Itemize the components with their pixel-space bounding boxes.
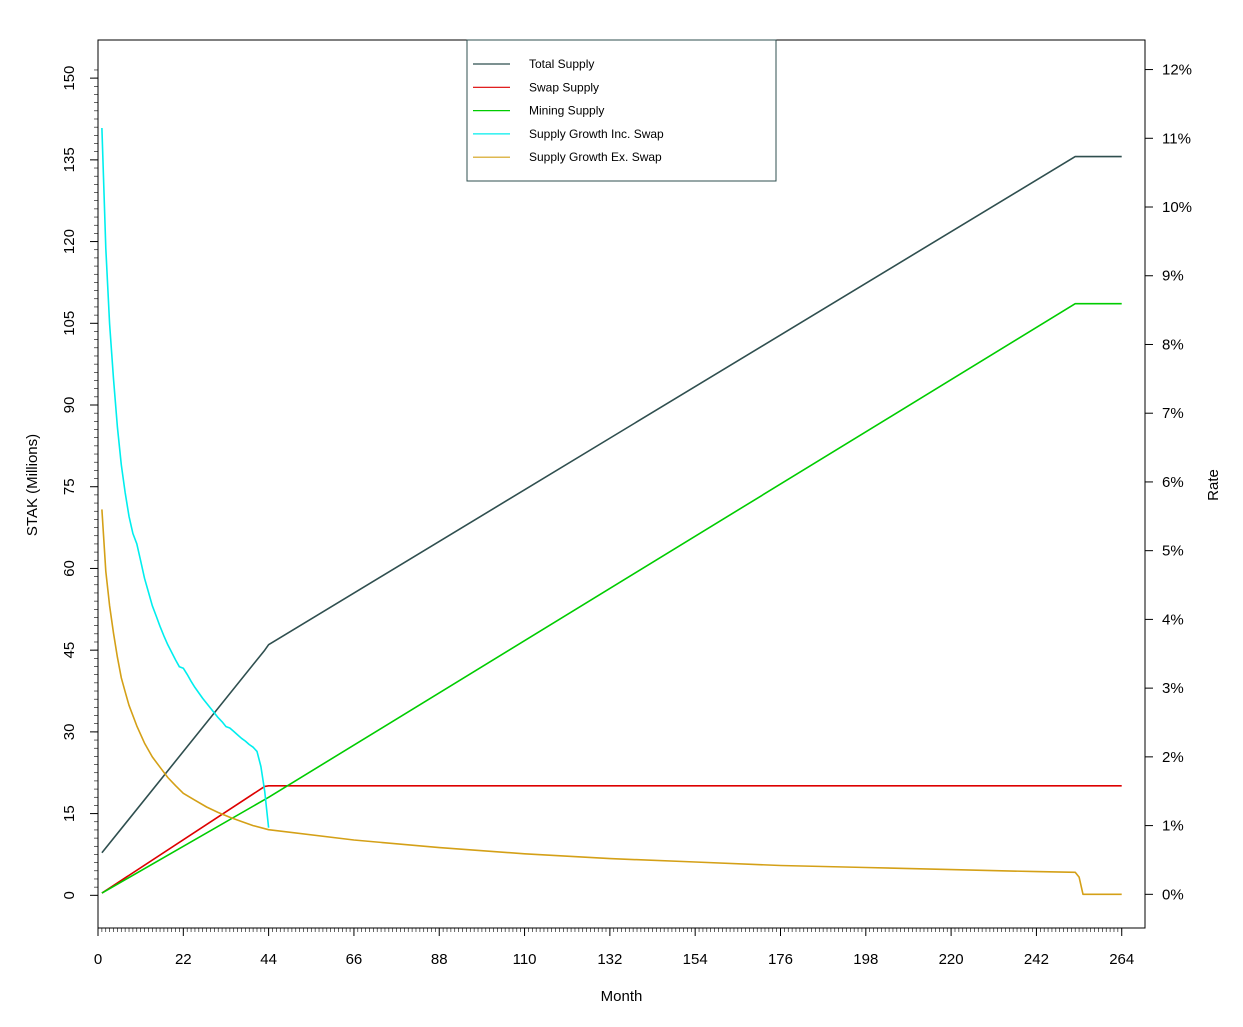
legend-label: Total Supply: [529, 57, 594, 71]
x-tick-label: 242: [1024, 951, 1049, 968]
legend-label: Swap Supply: [529, 80, 599, 94]
x-tick-label: 220: [939, 951, 964, 968]
y2-axis-title: Rate: [1205, 469, 1222, 501]
y-axis-right: 0% 1% 2% 3% 4% 5% 6% 7% 8% 9% 10% 11% 12%: [1145, 62, 1192, 903]
y-tick-label: 90: [61, 397, 78, 414]
y-tick-label: 0: [61, 891, 78, 899]
x-tick-label: 0: [94, 951, 102, 968]
x-tick-label: 176: [768, 951, 793, 968]
y2-tick-label: 3%: [1162, 680, 1184, 697]
x-tick-label: 44: [260, 951, 277, 968]
series-layer: [101, 127, 1122, 896]
x-tick-label: 88: [431, 951, 448, 968]
y2-tick-label: 7%: [1162, 405, 1184, 422]
x-tick-label: 132: [597, 951, 622, 968]
y2-tick-label: 9%: [1162, 268, 1184, 285]
x-tick-label: 66: [346, 951, 363, 968]
y-tick-label: 30: [61, 724, 78, 741]
x-axis-title: Month: [601, 988, 643, 1005]
y-tick-label: 105: [61, 311, 78, 336]
y-minor-ticks: [94, 69, 98, 896]
y2-tick-label: 2%: [1162, 749, 1184, 766]
x-tick-label: 264: [1109, 951, 1134, 968]
series-line-supply-growth-ex-swap: [101, 509, 1122, 896]
x-axis: 0 22 44 66 88 110 132 154 176 198 220 242 264: [94, 928, 1134, 968]
y-tick-label: 120: [61, 229, 78, 254]
y-tick-label: 75: [61, 478, 78, 495]
y-tick-label: 60: [61, 560, 78, 577]
series-line-supply-growth-inc-swap: [101, 127, 270, 828]
series-line-total-supply: [101, 155, 1122, 854]
x-tick-label: 154: [683, 951, 708, 968]
y-axis-left: 0 15 30 45 60 75 90 105 120 135 150: [61, 66, 98, 899]
y2-tick-label: 1%: [1162, 818, 1184, 835]
y-tick-label: 45: [61, 642, 78, 659]
y2-tick-label: 5%: [1162, 543, 1184, 560]
legend-label: Supply Growth Ex. Swap: [529, 150, 662, 164]
series-line-mining-supply: [101, 302, 1122, 894]
y2-tick-label: 4%: [1162, 611, 1184, 628]
y2-tick-label: 10%: [1162, 199, 1192, 216]
x-tick-label: 22: [175, 951, 192, 968]
y2-tick-label: 0%: [1162, 886, 1184, 903]
x-tick-label: 198: [853, 951, 878, 968]
y-tick-label: 15: [61, 805, 78, 822]
y-axis-title: STAK (Millions): [24, 434, 41, 536]
y2-tick-label: 11%: [1162, 130, 1191, 147]
legend-box: [466, 39, 777, 182]
legend: Total Supply Swap Supply Mining Supply Supp…: [466, 39, 777, 182]
series-line-swap-supply: [101, 784, 1122, 894]
y-tick-label: 150: [61, 66, 78, 91]
x-minor-ticks: [101, 928, 1123, 932]
legend-label: Supply Growth Inc. Swap: [529, 127, 664, 141]
y-tick-label: 135: [61, 147, 78, 172]
y2-tick-label: 6%: [1162, 474, 1184, 491]
legend-label: Mining Supply: [529, 104, 604, 118]
x-tick-label: 110: [513, 951, 537, 968]
y2-tick-label: 8%: [1162, 336, 1184, 353]
y2-tick-label: 12%: [1162, 62, 1192, 79]
